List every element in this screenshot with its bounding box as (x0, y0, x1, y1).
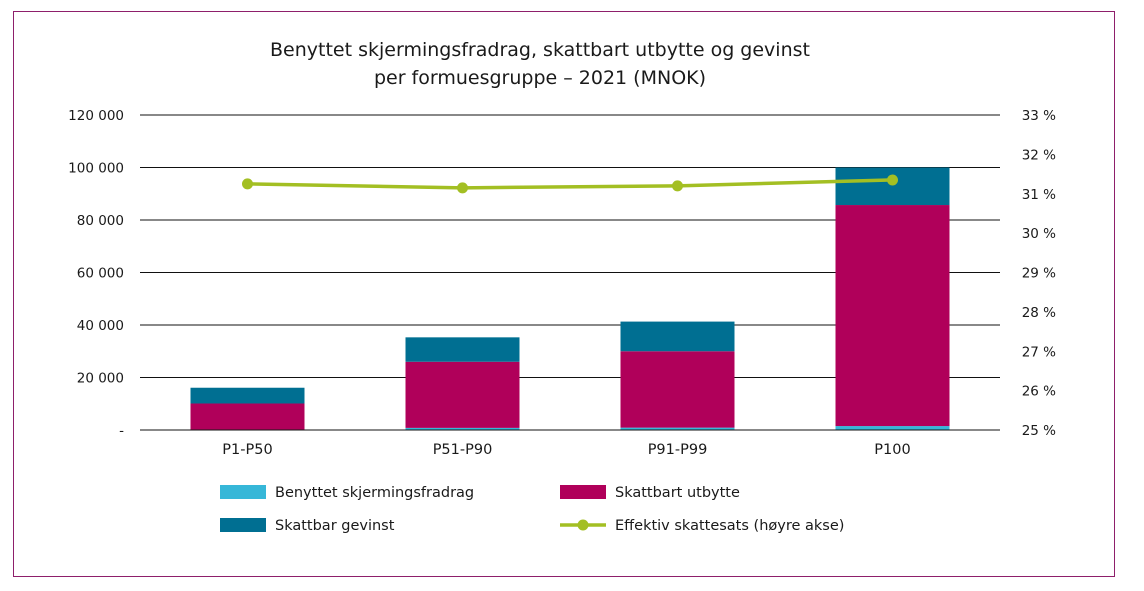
legend-label: Effektiv skattesats (høyre akse) (615, 518, 844, 534)
right-tick-label: 26 % (1022, 384, 1056, 400)
bar-segment (620, 321, 735, 352)
left-tick-label: 40 000 (77, 318, 124, 334)
line-point (672, 180, 683, 192)
legend-label: Skattbart utbytte (615, 485, 740, 501)
line-point (242, 178, 253, 190)
chart-title: Benyttet skjermingsfradrag, skattbart ut… (270, 39, 810, 89)
category-labels: P1-P50 P51-P90 P91-P99 P100 (222, 442, 910, 458)
right-tick-label: 33 % (1022, 108, 1056, 124)
line-path (247, 178, 893, 190)
left-tick-label: 100 000 (68, 161, 124, 177)
left-tick-label: 60 000 (77, 266, 124, 282)
left-tick-label: 20 000 (77, 371, 124, 387)
right-axis-ticks: 25 % 26 % 27 % 28 % 29 % 30 % 31 % 32 % 33 % (1022, 108, 1056, 439)
bars (190, 167, 950, 430)
chart-frame (13, 11, 1115, 577)
category-label: P51-P90 (433, 442, 493, 458)
right-tick-label: 30 % (1022, 226, 1056, 242)
right-tick-label: 31 % (1022, 187, 1056, 203)
legend: Benyttet skjermingsfradrag Skattbart utby… (220, 485, 844, 534)
effective-tax-line (242, 174, 898, 194)
legend-swatch (220, 485, 266, 499)
chart-title-line-1: Benyttet skjermingsfradrag, skattbart ut… (270, 39, 810, 61)
line-point (887, 174, 898, 186)
left-tick-label: - (119, 423, 124, 439)
bar-segment (405, 361, 520, 428)
line-point (457, 182, 468, 194)
left-tick-label: 80 000 (77, 213, 124, 229)
bar-segment (835, 167, 950, 206)
right-tick-label: 29 % (1022, 266, 1056, 282)
left-tick-label: 120 000 (68, 108, 124, 124)
right-tick-label: 27 % (1022, 344, 1056, 360)
legend-marker (577, 519, 589, 531)
bar-segment (405, 337, 520, 362)
chart-title-line-2: per formuesgruppe – 2021 (MNOK) (374, 67, 706, 89)
right-tick-label: 32 % (1022, 147, 1056, 163)
bar-segment (620, 427, 735, 430)
bar-segment (835, 426, 950, 430)
bar-segment (405, 427, 520, 430)
bar-segment (190, 403, 305, 430)
legend-swatch (220, 518, 266, 532)
right-tick-label: 25 % (1022, 423, 1056, 439)
bar-segment (190, 387, 305, 404)
category-label: P1-P50 (222, 442, 272, 458)
legend-label: Skattbar gevinst (275, 518, 395, 534)
bar-segment (835, 205, 950, 427)
legend-label: Benyttet skjermingsfradrag (275, 485, 474, 501)
category-label: P100 (874, 442, 910, 458)
left-axis-ticks: - 20 000 40 000 60 000 80 000 100 000 120 000 (68, 108, 124, 439)
legend-swatch (560, 485, 606, 499)
bar-segment (620, 351, 735, 428)
category-label: P91-P99 (648, 442, 708, 458)
right-tick-label: 28 % (1022, 305, 1056, 321)
